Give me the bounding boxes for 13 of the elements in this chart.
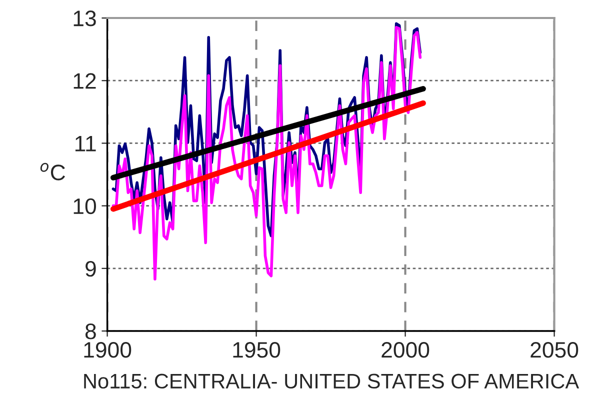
- y-tick-label: 8: [85, 324, 96, 340]
- line-series: [112, 26, 422, 280]
- x-tick-label: 2050: [530, 342, 578, 358]
- y-tick-label: 13: [74, 10, 96, 26]
- y-axis-title: $^{o}$C: [40, 162, 66, 180]
- y-tick-label: 10: [74, 198, 96, 214]
- y-tick-label: 9: [86, 260, 96, 277]
- x-tick-label: 1900: [84, 342, 132, 358]
- x-tick-label: 1950: [233, 342, 280, 358]
- x-tick-label: 2000: [382, 342, 430, 358]
- y-tick-label: 12: [74, 73, 96, 89]
- x-axis-title: No115: CENTRALIA- UNITED STATES OF AMERICA: [84, 374, 580, 389]
- y-tick-label: 11: [75, 136, 96, 152]
